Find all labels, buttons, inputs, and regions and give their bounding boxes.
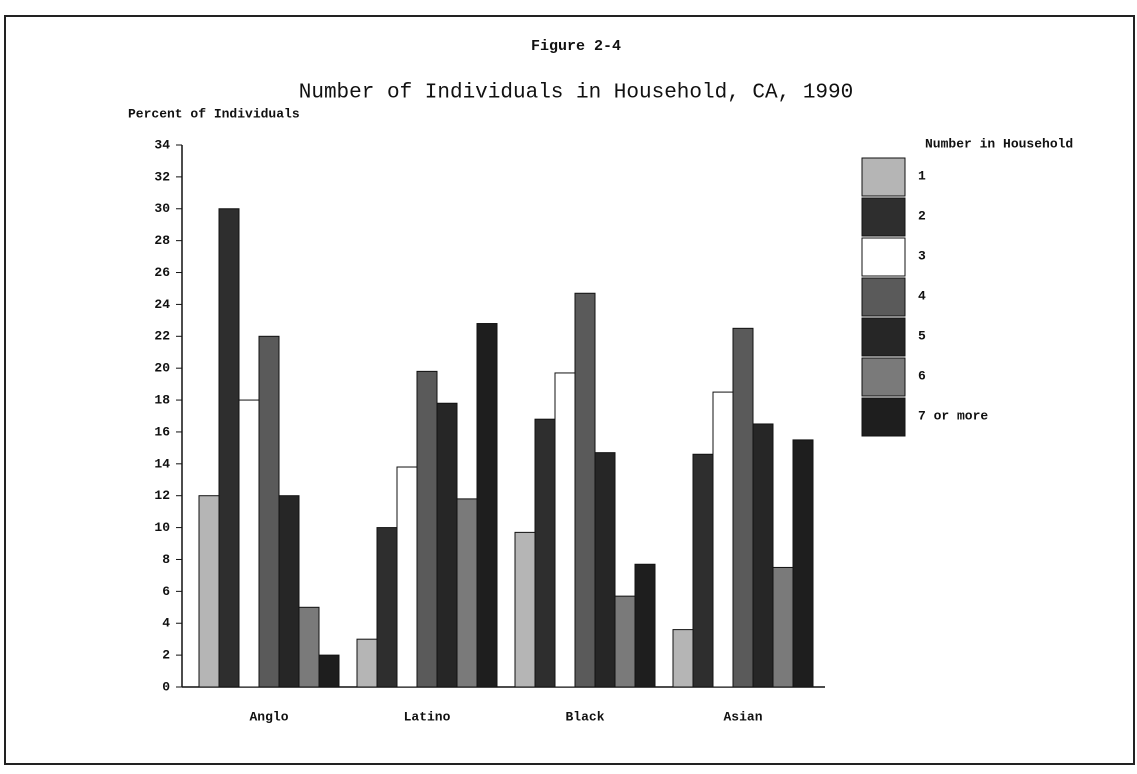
x-tick-label: Latino xyxy=(404,709,451,724)
legend-swatch xyxy=(861,197,906,237)
bar xyxy=(614,595,636,688)
y-tick-label: 30 xyxy=(154,201,170,216)
bar xyxy=(692,453,714,688)
legend-label: 4 xyxy=(918,288,926,303)
bar xyxy=(436,402,458,688)
chart-title: Number of Individuals in Household, CA, … xyxy=(299,82,854,105)
y-tick-label: 22 xyxy=(154,329,170,344)
y-tick-label: 0 xyxy=(162,679,170,694)
bar xyxy=(514,531,536,688)
bar xyxy=(218,208,240,688)
legend-title: Number in Household xyxy=(925,136,1073,151)
bar xyxy=(534,418,556,688)
y-tick-label: 32 xyxy=(154,169,170,184)
frame xyxy=(4,15,1135,765)
bar xyxy=(318,654,340,688)
bar xyxy=(278,495,300,688)
bar xyxy=(476,323,498,688)
bar xyxy=(356,638,378,688)
bar xyxy=(672,629,694,688)
bar xyxy=(298,606,320,688)
y-tick-label: 4 xyxy=(162,616,170,631)
legend-label: 6 xyxy=(918,368,926,383)
bar xyxy=(732,327,754,688)
y-axis-label: Percent of Individuals xyxy=(128,106,300,121)
y-tick-label: 28 xyxy=(154,233,170,248)
y-tick-label: 2 xyxy=(162,648,170,663)
x-tick-label: Asian xyxy=(723,709,762,724)
legend-swatch xyxy=(861,397,906,437)
bar xyxy=(554,372,576,688)
legend-label: 5 xyxy=(918,328,926,343)
figure-label: Figure 2-4 xyxy=(531,38,621,55)
legend-label: 2 xyxy=(918,208,926,223)
y-tick-label: 14 xyxy=(154,456,170,471)
y-tick-label: 10 xyxy=(154,520,170,535)
bar xyxy=(772,566,794,688)
y-tick-label: 26 xyxy=(154,265,170,280)
bar xyxy=(752,423,774,688)
legend-label: 3 xyxy=(918,248,926,263)
y-tick-label: 18 xyxy=(154,392,170,407)
bar xyxy=(456,498,478,688)
bar xyxy=(396,466,418,688)
y-tick-label: 12 xyxy=(154,488,170,503)
y-tick-label: 8 xyxy=(162,552,170,567)
bar xyxy=(238,399,260,688)
legend-swatch xyxy=(861,237,906,277)
legend-swatch xyxy=(861,317,906,357)
y-tick-label: 34 xyxy=(154,137,170,152)
bar xyxy=(416,370,438,688)
y-tick-label: 20 xyxy=(154,361,170,376)
bar xyxy=(574,292,596,688)
legend-label: 1 xyxy=(918,168,926,183)
bar xyxy=(792,439,814,688)
y-tick-label: 24 xyxy=(154,297,170,312)
bar xyxy=(258,335,280,688)
legend-label: 7 or more xyxy=(918,408,988,423)
legend-swatch xyxy=(861,357,906,397)
x-tick-label: Black xyxy=(565,709,604,724)
legend-swatch xyxy=(861,157,906,197)
bar xyxy=(198,495,220,688)
legend-swatch xyxy=(861,277,906,317)
x-tick-label: Anglo xyxy=(249,709,288,724)
bar xyxy=(594,452,616,688)
y-tick-label: 16 xyxy=(154,424,170,439)
bar xyxy=(634,563,656,688)
bar xyxy=(712,391,734,688)
y-tick-label: 6 xyxy=(162,584,170,599)
bar xyxy=(376,527,398,688)
